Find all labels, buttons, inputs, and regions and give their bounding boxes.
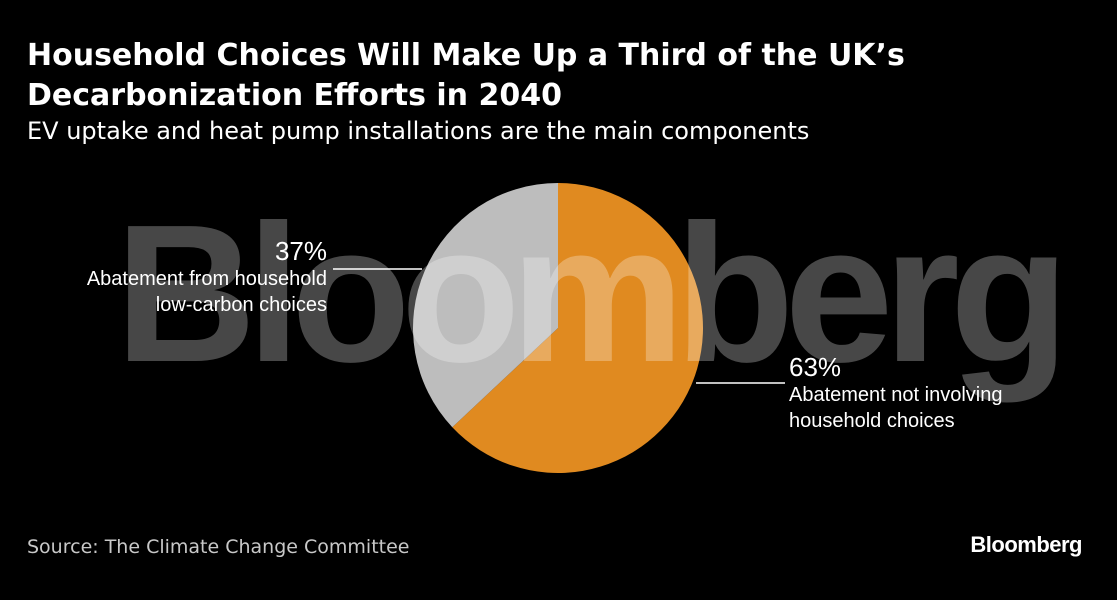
household-desc-line1: Abatement from household <box>86 268 327 290</box>
source-note: Source: The Climate Change Committee <box>27 536 410 558</box>
pie-slice-other <box>452 183 703 473</box>
other-desc-line2: household choices <box>789 410 955 432</box>
label-household: 37% Abatement from household low-carbon … <box>30 236 327 318</box>
household-percent-label: 37% <box>274 236 327 266</box>
label-other: 63% Abatement not involving household ch… <box>789 352 1089 434</box>
pie-slice-household <box>413 182 558 428</box>
bloomberg-watermark: Bloomberg <box>115 184 1069 403</box>
chart-title: Household Choices Will Make Up a Third o… <box>27 38 905 113</box>
other-percent-label: 63% <box>789 352 842 382</box>
bloomberg-logo: Bloomberg <box>970 532 1082 557</box>
household-desc-line2: low-carbon choices <box>155 294 327 316</box>
chart-subtitle: EV uptake and heat pump installations ar… <box>27 117 810 145</box>
other-desc-line1: Abatement not involving <box>789 384 1003 406</box>
